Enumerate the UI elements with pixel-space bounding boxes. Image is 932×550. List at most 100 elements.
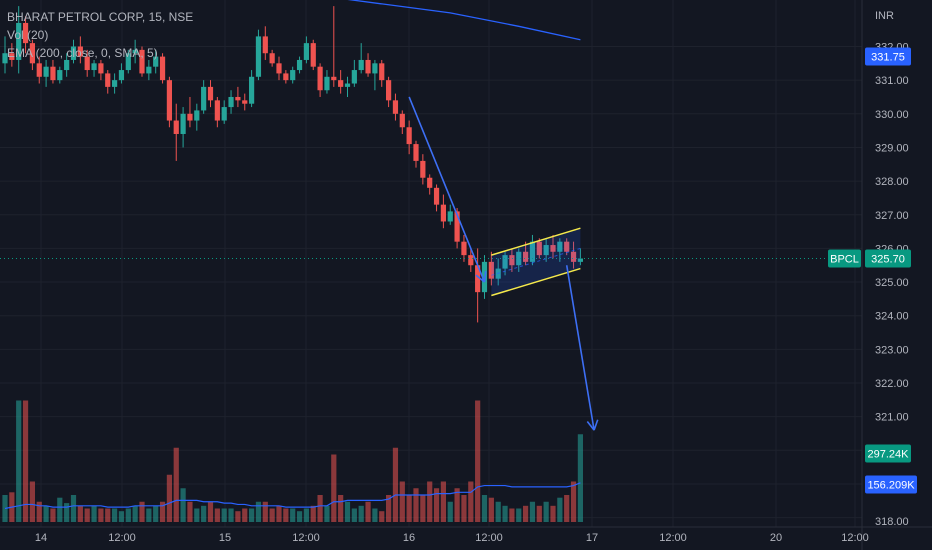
volume-bar <box>235 511 241 522</box>
volume-bar <box>440 481 446 522</box>
volume-bar <box>159 501 166 522</box>
volume-bar <box>146 508 152 522</box>
volume-bar <box>221 508 227 522</box>
volume-bar <box>564 495 570 522</box>
price-tick-label: 331.00 <box>875 75 909 87</box>
volume-bar <box>557 497 563 522</box>
symbol-badge: BPCL <box>830 254 859 266</box>
candle-body <box>399 113 405 128</box>
volume-bar <box>22 400 29 522</box>
candle-body <box>22 22 29 44</box>
candle-body <box>180 113 186 134</box>
candle-body <box>187 113 193 121</box>
candle-body <box>475 265 481 293</box>
volume-bar <box>488 497 494 522</box>
volume-bar <box>132 505 138 522</box>
candle-body <box>57 70 63 81</box>
candle-body <box>406 127 412 145</box>
arrow-head <box>586 420 595 431</box>
volume-bar <box>255 501 262 522</box>
candle-body <box>516 251 522 266</box>
volume-bar <box>228 508 234 522</box>
candle-body <box>358 59 364 71</box>
candle-body <box>523 251 529 262</box>
price-tick-label: 330.00 <box>875 109 909 121</box>
price-axis[interactable]: INR332.00331.00330.00329.00328.00327.003… <box>828 0 917 550</box>
volume-bar <box>242 508 248 522</box>
volume-bar <box>461 495 467 522</box>
volume-bar <box>194 508 200 522</box>
time-tick-label: 14 <box>35 532 47 544</box>
volume-bar <box>550 505 556 522</box>
channel-upper-line <box>491 227 581 256</box>
volume-bar <box>543 501 549 522</box>
volume-bar <box>201 505 207 522</box>
candle-body <box>344 83 351 87</box>
volume-bar <box>433 488 440 522</box>
candle-body <box>16 22 22 60</box>
volume-bar <box>269 508 275 522</box>
candle-body <box>249 76 255 104</box>
candle-body <box>296 59 303 71</box>
price-tick-label: 327.00 <box>875 210 909 222</box>
candle-body <box>105 73 111 87</box>
candle-body <box>276 63 282 74</box>
price-tick-label: 324.00 <box>875 311 909 323</box>
volume-bar <box>166 474 172 522</box>
volume-bar <box>173 447 179 522</box>
candle-body <box>118 70 125 81</box>
time-tick-label: 16 <box>403 532 415 544</box>
channel-fill <box>491 228 581 296</box>
price-tick-label: 323.00 <box>875 344 909 356</box>
volume-bar <box>303 508 309 522</box>
candle-body <box>84 56 90 71</box>
volume-bar <box>296 511 303 522</box>
volume-bar <box>29 481 35 522</box>
volume-bar <box>523 505 529 522</box>
candle-body <box>269 53 275 64</box>
time-axis[interactable]: 14 12:00 15 12:00 16 12:00 17 12:00 20 12:00 <box>0 526 932 544</box>
last-price-label: 325.70 <box>871 254 905 266</box>
volume-bar <box>153 505 159 522</box>
symbol-legend-line[interactable]: BHARAT PETROL CORP, 15, NSE <box>7 10 194 24</box>
candle-body <box>91 63 97 71</box>
volume-bar <box>112 508 118 522</box>
volume-bar <box>16 400 22 522</box>
candle-body <box>43 66 49 77</box>
volume-bar <box>468 481 474 522</box>
volume-legend-line[interactable]: Vol (20) <box>7 28 49 42</box>
volume-bar <box>64 503 70 522</box>
candle-body <box>77 46 83 57</box>
candle-body <box>557 241 563 252</box>
ema-legend-line[interactable]: EMA (200, close, 0, SMA, 5) <box>7 46 158 60</box>
volume-bars <box>2 400 583 522</box>
volume-bar <box>98 508 104 522</box>
trend-arrow <box>565 265 595 431</box>
volume-bar <box>358 505 364 522</box>
volume-bar <box>529 501 536 522</box>
candle-body <box>420 160 426 178</box>
time-tick-label: 12:00 <box>659 532 687 544</box>
candle-body <box>112 80 118 87</box>
volume-bar <box>420 495 426 522</box>
candle-body <box>447 211 453 222</box>
candle-body <box>570 251 577 262</box>
candle-body <box>228 96 234 108</box>
ema-line <box>346 0 581 41</box>
candle-body <box>392 100 399 114</box>
candle-body <box>468 255 474 266</box>
candle-body <box>159 56 166 81</box>
volume-bar <box>105 508 111 522</box>
price-tick-label: 321.00 <box>875 412 909 424</box>
volume-bar <box>317 495 323 522</box>
drawings <box>0 0 862 431</box>
time-tick-label: 15 <box>219 532 231 544</box>
volume-bar <box>502 505 508 522</box>
candle-body <box>194 110 200 121</box>
price-tick-label: 318.00 <box>875 516 909 528</box>
candle-body <box>509 255 515 266</box>
time-tick-label: 20 <box>770 532 782 544</box>
candle-body <box>221 107 227 121</box>
volume-bar <box>57 497 63 522</box>
